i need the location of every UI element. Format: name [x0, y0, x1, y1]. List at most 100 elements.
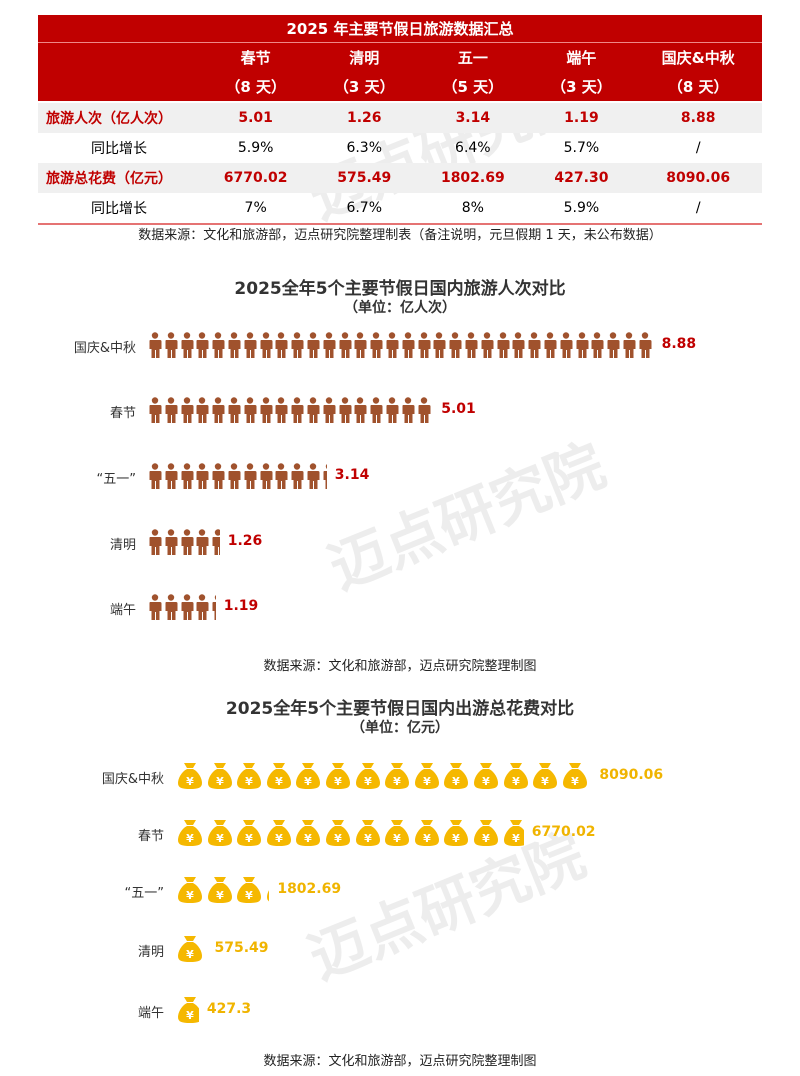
value-label: 1.26	[227, 533, 263, 549]
person-icon	[148, 529, 162, 555]
column-header: 五一	[417, 42, 529, 72]
table-row: 旅游人次（亿人次） 5.01 1.26 3.14 1.19 8.88	[38, 102, 762, 133]
svg-text:¥: ¥	[186, 832, 194, 845]
category-label: “五一”	[96, 472, 136, 487]
money-bag-icon: ¥	[414, 762, 440, 790]
person-icon	[401, 332, 415, 358]
svg-text:¥: ¥	[571, 775, 579, 788]
svg-text:¥: ¥	[334, 775, 342, 788]
chart1-source: 数据来源：文化和旅游部，迈点研究院整理制图	[263, 659, 537, 674]
money-bag-icon: ¥	[236, 819, 262, 847]
person-icon	[148, 332, 162, 358]
person-icon	[417, 397, 431, 423]
person-icon	[227, 463, 241, 489]
person-icon	[575, 332, 589, 358]
pictograph-bar: ¥ ¥ ¥ ¥ ¥ ¥ ¥ ¥ ¥ ¥ ¥ ¥ ¥ ¥	[177, 762, 591, 790]
table-cell: /	[695, 140, 701, 156]
money-bag-icon: ¥	[473, 762, 499, 790]
person-icon	[259, 397, 273, 423]
category-label: 端午	[109, 603, 136, 618]
person-icon	[195, 594, 209, 620]
person-icon	[195, 529, 209, 555]
table-cell: 5.01	[200, 102, 312, 133]
chart2-source: 数据来源：文化和旅游部，迈点研究院整理制图	[263, 1054, 537, 1069]
person-icon	[211, 332, 225, 358]
person-icon	[622, 332, 636, 358]
table-row: 同比增长 7% 6.7% 8% 5.9% /	[38, 193, 762, 225]
table-cell: 6770.02	[200, 163, 312, 193]
person-icon	[385, 332, 399, 358]
value-label: 1802.69	[277, 881, 342, 897]
person-icon	[306, 463, 320, 489]
person-icon	[243, 463, 257, 489]
row-label: 旅游总花费（亿元）	[38, 163, 200, 193]
money-bag-icon: ¥	[443, 819, 469, 847]
column-days: （8 天）	[634, 72, 762, 103]
value-label: 3.14	[334, 467, 370, 483]
person-icon	[464, 332, 478, 358]
value-label: 8090.06	[599, 767, 664, 783]
person-icon	[306, 332, 320, 358]
category-label: 春节	[109, 406, 136, 421]
row-label: 同比增长	[38, 193, 200, 225]
money-bag-icon: ¥	[266, 876, 270, 904]
person-icon	[227, 397, 241, 423]
svg-text:¥: ¥	[453, 775, 461, 788]
person-icon	[164, 463, 178, 489]
money-bag-icon: ¥	[443, 762, 469, 790]
table-cell: 6.7%	[311, 193, 418, 225]
svg-text:¥: ¥	[453, 832, 461, 845]
svg-text:¥: ¥	[216, 832, 224, 845]
table-source: 数据来源：文化和旅游部，迈点研究院整理制表（备注说明，元旦假期 1 天，未公布数…	[138, 228, 662, 243]
table-cell: 3.14	[417, 102, 529, 133]
person-icon	[164, 529, 178, 555]
person-icon	[274, 332, 288, 358]
person-icon	[195, 332, 209, 358]
table-cell: 5.9%	[528, 193, 635, 225]
person-icon	[274, 463, 288, 489]
pictograph-bar	[148, 463, 327, 489]
person-icon	[164, 397, 178, 423]
svg-text:¥: ¥	[512, 832, 520, 845]
table-cell: 8%	[417, 193, 529, 225]
table-title: 2025 年主要节假日旅游数据汇总	[38, 15, 762, 43]
person-icon	[195, 463, 209, 489]
person-icon	[401, 397, 415, 423]
money-bag-icon: ¥	[384, 762, 410, 790]
person-icon	[338, 397, 352, 423]
person-icon	[322, 332, 336, 358]
column-header: 清明	[311, 42, 418, 72]
money-bag-icon: ¥	[266, 819, 292, 847]
pictograph-bar	[148, 397, 433, 423]
value-label: 1.19	[223, 598, 259, 614]
svg-text:¥: ¥	[275, 775, 283, 788]
value-label: 6770.02	[531, 824, 596, 840]
person-icon	[290, 463, 304, 489]
table-cell: 5.9%	[237, 140, 274, 156]
table-cell: 5.7%	[563, 140, 600, 156]
table-cell: 6.4%	[455, 140, 491, 156]
person-icon	[164, 332, 178, 358]
svg-text:¥: ¥	[245, 889, 253, 902]
svg-text:¥: ¥	[245, 832, 253, 845]
money-bag-icon: ¥	[503, 819, 524, 847]
column-days: （3 天）	[311, 72, 418, 103]
svg-text:¥: ¥	[334, 832, 342, 845]
summary-table: 2025 年主要节假日旅游数据汇总 春节 清明 五一 端午 国庆&中秋 （8 天） （3 …	[38, 15, 762, 225]
value-label: 427.3	[206, 1001, 252, 1017]
value-label: 8.88	[661, 336, 697, 352]
value-label: 5.01	[441, 401, 476, 417]
row-label: 同比增长	[91, 141, 147, 157]
svg-text:¥: ¥	[186, 1009, 194, 1022]
svg-text:¥: ¥	[541, 775, 549, 788]
table-cell: 427.30	[528, 163, 635, 193]
chart2-title: 2025全年5个主要节假日国内出游总花费对比	[225, 699, 575, 719]
svg-text:¥: ¥	[393, 832, 401, 845]
category-label: 清明	[109, 538, 136, 553]
category-label: 端午	[137, 1006, 164, 1021]
chart2-subtitle: （单位：亿元）	[351, 720, 449, 736]
person-icon	[638, 332, 652, 358]
person-icon	[353, 332, 367, 358]
money-bag-icon: ¥	[236, 762, 262, 790]
